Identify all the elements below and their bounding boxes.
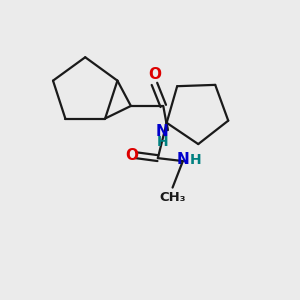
Text: H: H <box>157 136 168 149</box>
Text: O: O <box>148 67 161 82</box>
Text: O: O <box>125 148 138 163</box>
Text: H: H <box>189 153 201 166</box>
Text: N: N <box>176 152 189 167</box>
Text: N: N <box>156 124 169 139</box>
Text: CH₃: CH₃ <box>159 191 186 204</box>
